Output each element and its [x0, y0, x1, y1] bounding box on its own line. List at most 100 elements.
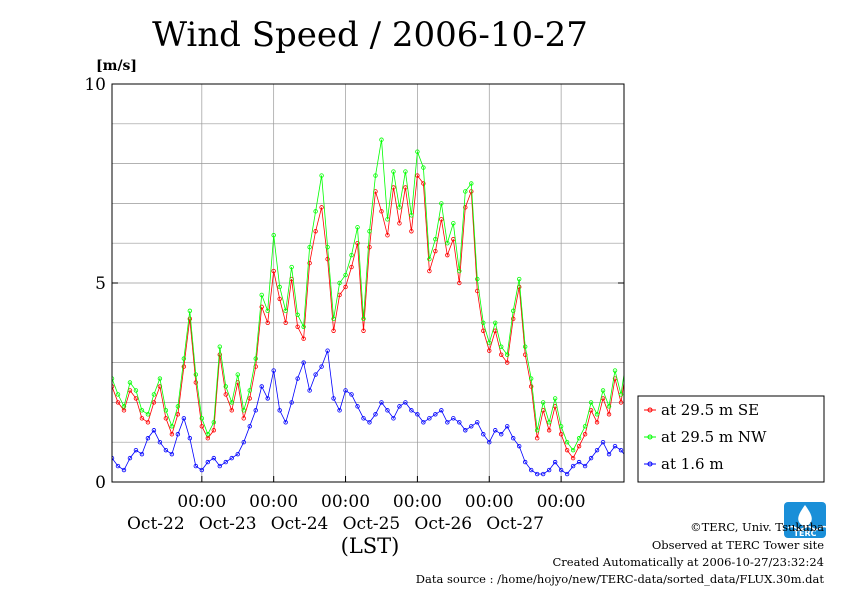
- data-point: [241, 416, 246, 421]
- data-point: [229, 408, 234, 413]
- data-point: [505, 352, 510, 357]
- data-point: [205, 459, 211, 465]
- data-point: [277, 284, 282, 290]
- data-point: [451, 221, 456, 226]
- data-point: [667, 369, 671, 373]
- series-clip-group: [112, 137, 725, 477]
- x-tick-time: 00:00: [249, 492, 298, 512]
- data-point: [588, 455, 594, 461]
- data-point: [576, 436, 582, 441]
- data-point: [337, 408, 342, 413]
- data-point: [112, 455, 115, 461]
- data-point: [606, 451, 612, 457]
- data-point: [343, 272, 348, 278]
- data-point: [181, 364, 187, 369]
- data-point: [588, 400, 594, 405]
- data-point: [643, 349, 647, 353]
- data-point: [175, 412, 181, 417]
- data-point: [229, 455, 234, 461]
- data-point: [211, 428, 217, 433]
- data-point: [241, 408, 246, 413]
- data-point: [187, 316, 193, 322]
- data-point: [367, 420, 372, 425]
- x-tick-time: 00:00: [177, 492, 226, 512]
- terc-logo: TERC: [784, 502, 829, 538]
- data-point: [511, 316, 516, 322]
- data-point: [421, 181, 426, 186]
- footer-source: Data source : /home/hojyo/new/TERC-data/…: [416, 572, 825, 586]
- data-point: [181, 356, 187, 361]
- data-point: [655, 345, 659, 349]
- data-point: [373, 173, 378, 178]
- data-point: [151, 392, 157, 397]
- data-point: [331, 316, 336, 322]
- data-point: [163, 416, 169, 421]
- data-point: [403, 400, 408, 405]
- data-point: [127, 380, 133, 385]
- data-point: [594, 420, 600, 425]
- data-point: [546, 467, 552, 473]
- data-point: [397, 205, 402, 210]
- data-point: [217, 344, 222, 349]
- data-point: [115, 392, 121, 397]
- data-point: [511, 308, 516, 314]
- data-point: [582, 424, 588, 429]
- data-point: [649, 341, 653, 345]
- y-ticks: 0 5 10: [84, 75, 624, 493]
- data-point: [361, 316, 366, 322]
- data-point: [721, 369, 725, 373]
- data-point: [517, 276, 522, 282]
- data-point: [241, 440, 246, 445]
- data-point: [546, 420, 552, 425]
- data-point: [631, 448, 635, 452]
- data-point: [415, 412, 420, 417]
- legend-box: [637, 395, 825, 483]
- data-point: [481, 328, 486, 333]
- data-point: [511, 436, 516, 441]
- data-point: [564, 471, 570, 477]
- data-point: [367, 229, 372, 234]
- y-tick-label: 0: [95, 473, 106, 493]
- data-point: [121, 467, 127, 473]
- data-point: [379, 137, 384, 142]
- data-point: [499, 344, 504, 349]
- data-point: [217, 352, 222, 357]
- data-point: [618, 447, 624, 453]
- data-point: [637, 345, 641, 349]
- legend-swatch-marker: [647, 434, 653, 440]
- x-tick-date: Oct-24: [271, 514, 329, 534]
- data-point: [145, 436, 151, 441]
- data-point: [355, 225, 360, 230]
- data-point: [469, 181, 474, 186]
- data-point: [499, 352, 504, 357]
- logo-text: TERC: [794, 529, 817, 538]
- x-tick-date: Oct-27: [486, 514, 544, 534]
- data-point: [487, 440, 492, 445]
- data-point: [505, 360, 510, 365]
- data-point: [606, 412, 612, 417]
- data-point: [445, 240, 450, 246]
- data-point: [205, 432, 211, 437]
- data-point: [517, 443, 522, 449]
- data-point: [552, 396, 558, 401]
- data-point: [259, 304, 264, 310]
- series-line: [112, 139, 624, 451]
- data-point: [313, 209, 318, 214]
- data-point: [552, 459, 558, 465]
- data-point: [295, 324, 300, 329]
- data-point: [493, 428, 498, 433]
- y-tick-label: 10: [84, 75, 106, 95]
- data-point: [625, 361, 629, 365]
- data-point: [439, 217, 444, 222]
- data-point: [229, 400, 234, 405]
- data-point: [582, 432, 588, 437]
- data-point: [361, 328, 366, 333]
- data-point: [679, 293, 683, 297]
- data-point: [421, 420, 426, 425]
- data-point: [715, 389, 719, 393]
- data-point: [325, 256, 330, 262]
- data-point: [439, 201, 444, 206]
- data-point: [397, 404, 402, 409]
- data-point: [469, 424, 474, 429]
